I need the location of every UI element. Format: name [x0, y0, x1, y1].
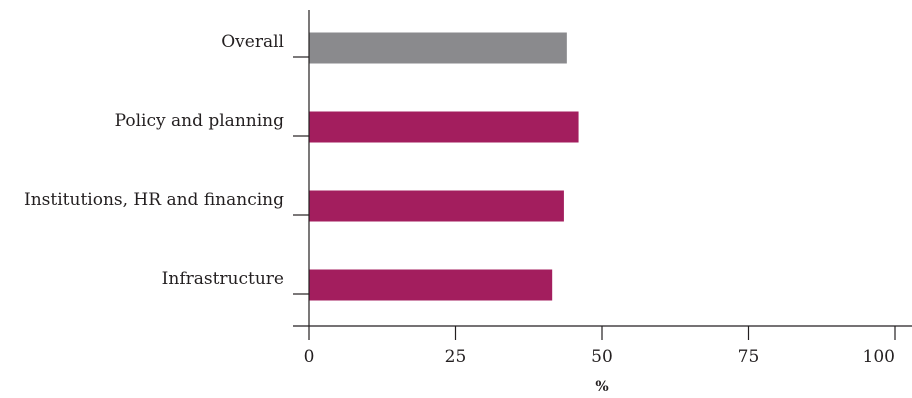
y-tick-marks [293, 56, 309, 295]
bar-infrastructure [309, 269, 553, 301]
bar-overall [309, 32, 567, 64]
x-tick-label-0: 0 [304, 347, 315, 367]
category-label-overall: Overall [221, 32, 284, 52]
category-label-policy-and-planning: Policy and planning [115, 111, 284, 131]
x-ticks: 0 25 50 75 100 [304, 326, 896, 367]
bars-group [309, 32, 579, 301]
x-tick-label-100: 100 [863, 347, 895, 367]
category-label-institutions-hr-and-financing: Institutions, HR and financing [24, 190, 284, 210]
category-label-infrastructure: Infrastructure [162, 269, 284, 289]
x-tick-label-75: 75 [738, 347, 760, 367]
x-axis-title: % [595, 379, 608, 395]
x-tick-label-25: 25 [445, 347, 467, 367]
bar-institutions-hr-and-financing [309, 190, 564, 222]
category-labels: Overall Policy and planning Institutions, … [24, 32, 284, 289]
bar-policy-and-planning [309, 111, 579, 143]
x-tick-label-50: 50 [591, 347, 613, 367]
